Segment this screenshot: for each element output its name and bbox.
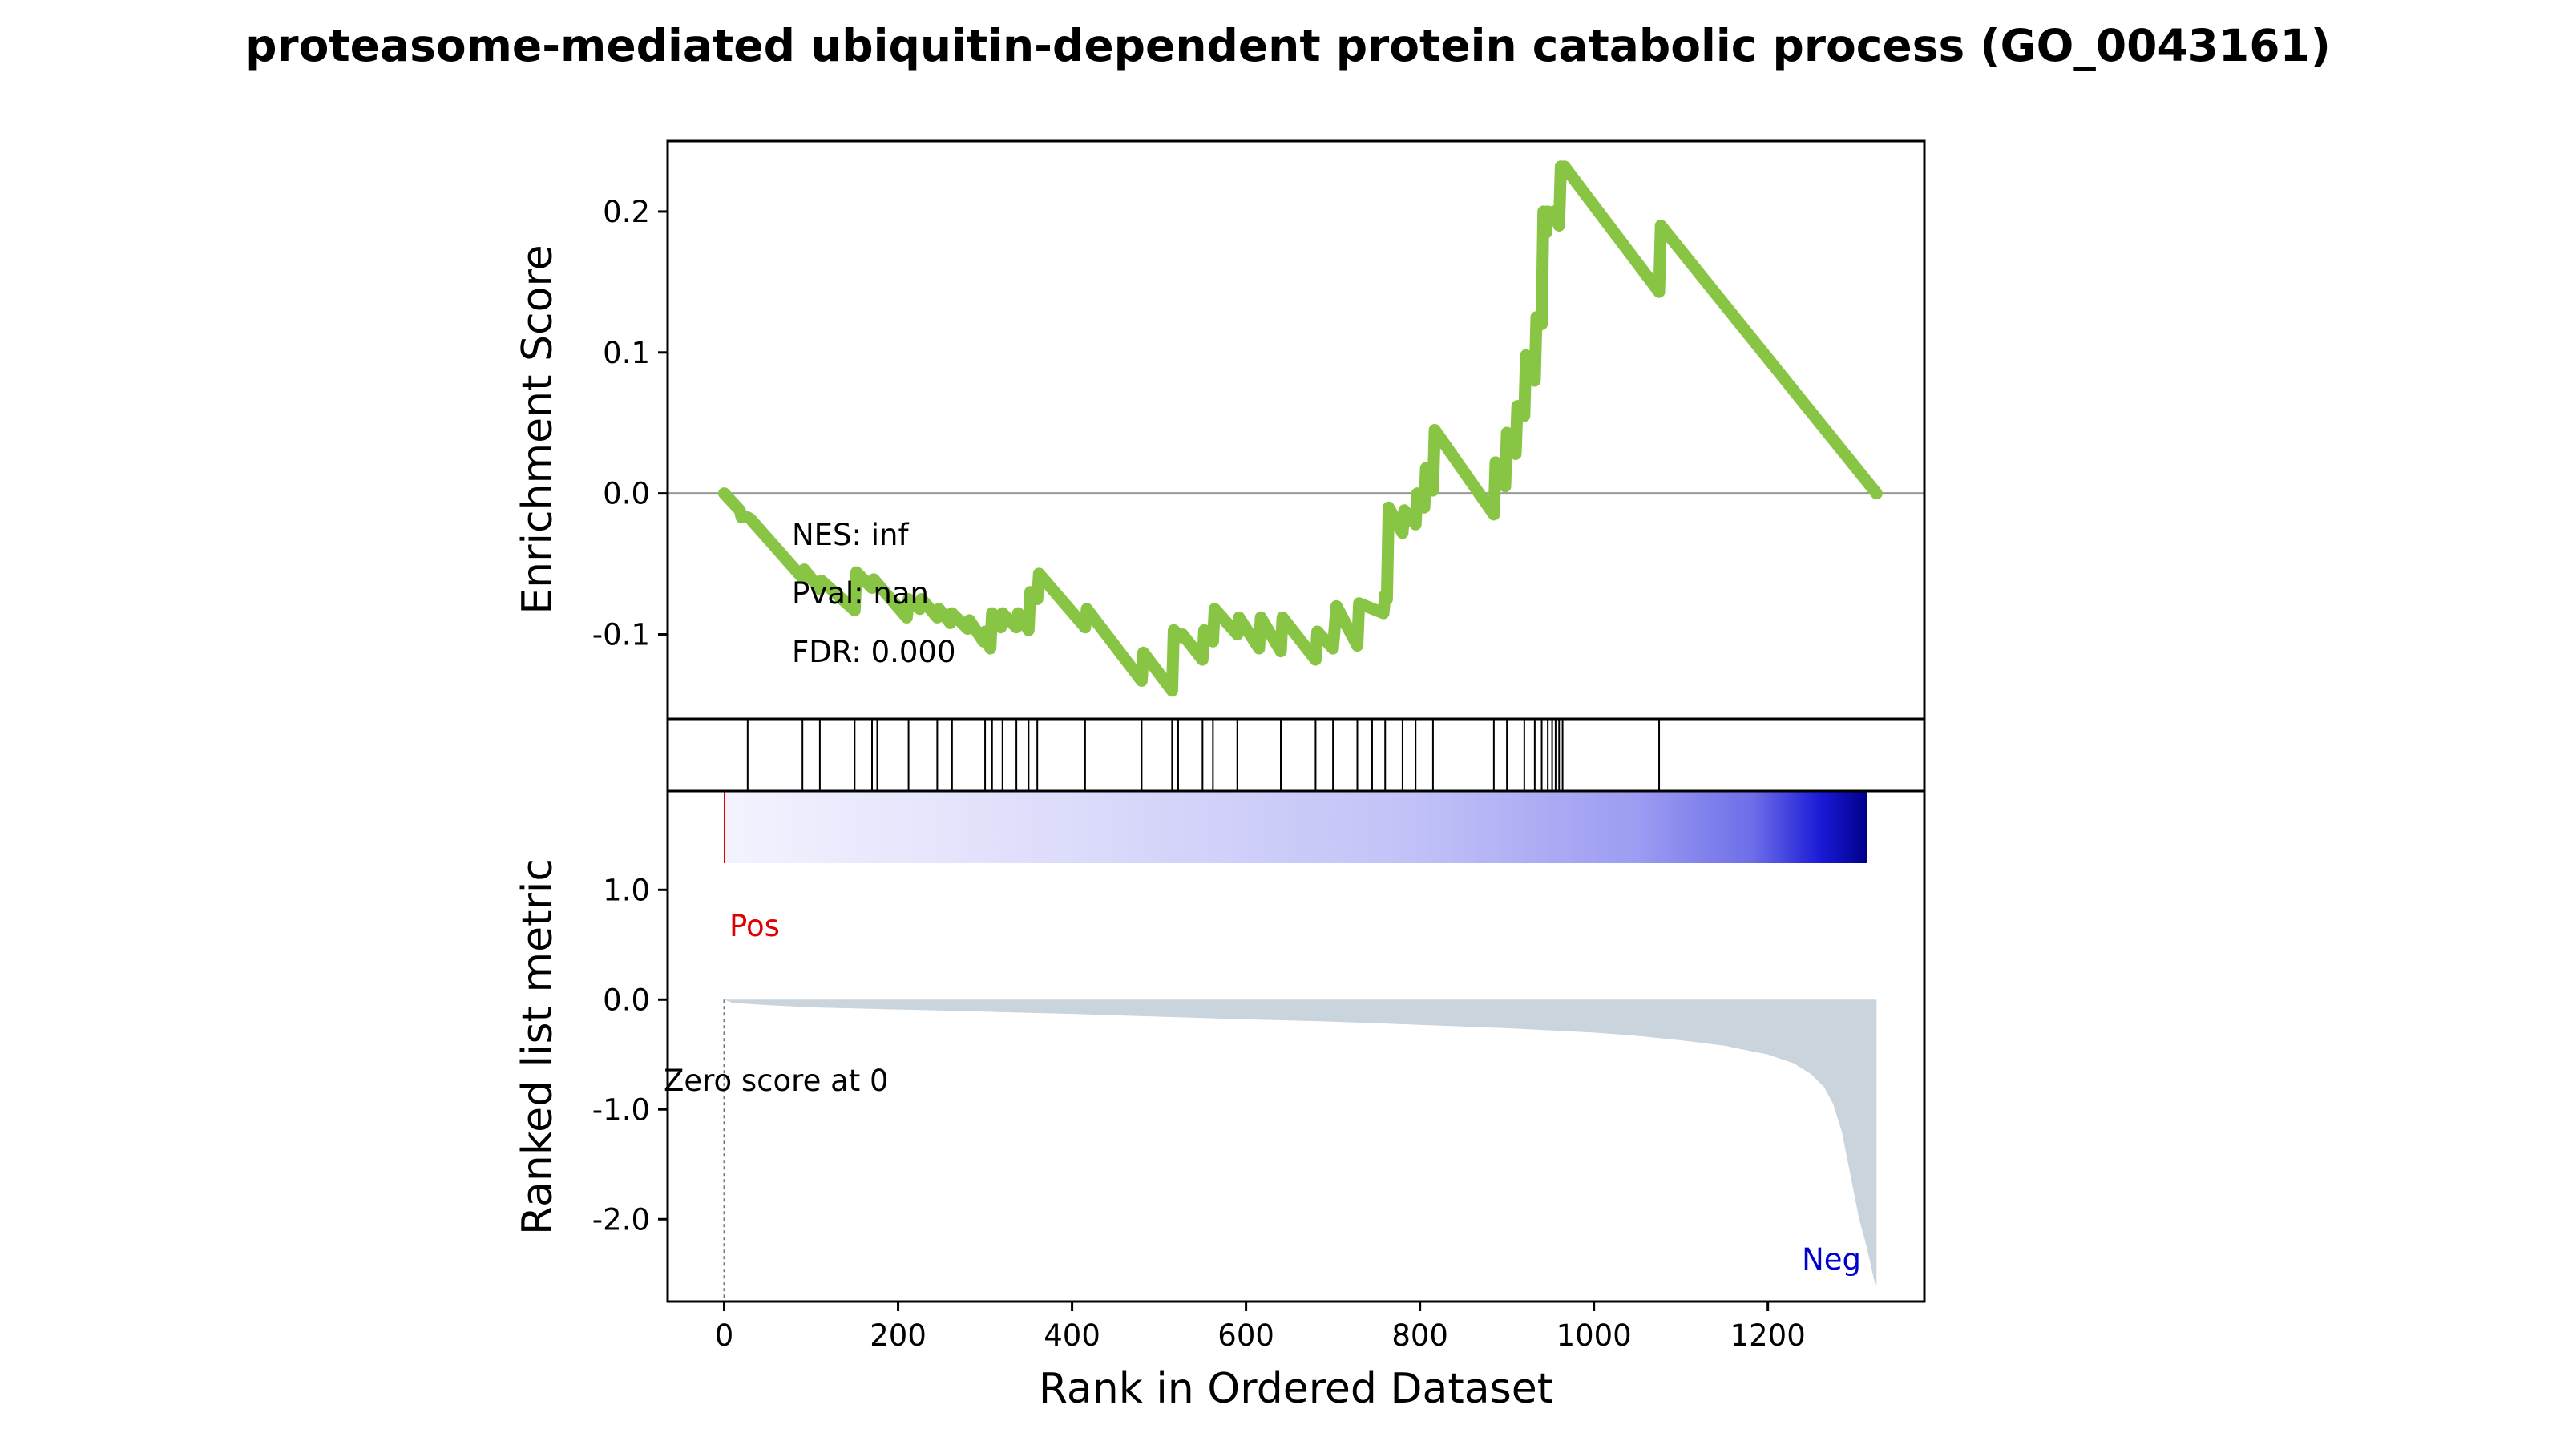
ranked-list-panel: 1.0 0.0 -1.0 -2.0 0 200 400 600 800 1000 1200 Pos… [514,789,1926,1413]
chart-title: proteasome-mediated ubiquitin-dependent … [245,20,2331,71]
hits-frame [666,717,1926,793]
enrichment-y-label: Enrichment Score [514,244,562,614]
enrichment-y-tick-label: 0.0 [603,477,650,511]
nes-annotation: NES: inf [792,518,909,552]
zero-score-label: Zero score at 0 [664,1064,889,1098]
enrichment-y-ticks: -0.1 0.0 0.1 0.2 [592,195,668,652]
enrichment-y-tick-label: -0.1 [592,617,650,652]
enrichment-score-line [718,160,1883,697]
x-tick-label: 1200 [1730,1318,1806,1353]
hit-lines [746,719,1661,791]
ranked-frame [666,789,1926,1303]
enrichment-y-tick-label: 0.1 [603,336,650,370]
ranked-y-tick-label: -1.0 [592,1092,650,1127]
x-tick-label: 200 [870,1318,927,1353]
x-tick-label: 400 [1044,1318,1100,1353]
enrichment-panel: -0.1 0.0 0.1 0.2 NES: inf Pval: nan FDR: 0.… [514,139,1926,721]
neg-label: Neg [1802,1242,1861,1277]
hits-panel [666,717,1926,793]
fdr-annotation: FDR: 0.000 [792,635,956,669]
x-axis-label: Rank in Ordered Dataset [1039,1365,1553,1413]
ranked-y-tick-label: 0.0 [603,983,650,1017]
ranked-y-tick-label: -2.0 [592,1202,650,1237]
ranked-colorbar [725,791,1867,863]
ranked-metric-area [724,999,1877,1286]
x-tick-label: 0 [715,1318,734,1353]
pos-label: Pos [729,909,780,943]
ranked-x-ticks: 0 200 400 600 800 1000 1200 [715,1302,1806,1353]
pval-annotation: Pval: nan [792,576,929,611]
x-tick-label: 1000 [1557,1318,1632,1353]
ranked-y-label: Ranked list metric [514,858,562,1235]
x-tick-label: 800 [1391,1318,1448,1353]
ranked-y-tick-label: 1.0 [603,873,650,907]
x-tick-label: 600 [1217,1318,1274,1353]
enrichment-y-tick-label: 0.2 [603,195,650,229]
ranked-y-ticks: 1.0 0.0 -1.0 -2.0 [592,873,668,1237]
